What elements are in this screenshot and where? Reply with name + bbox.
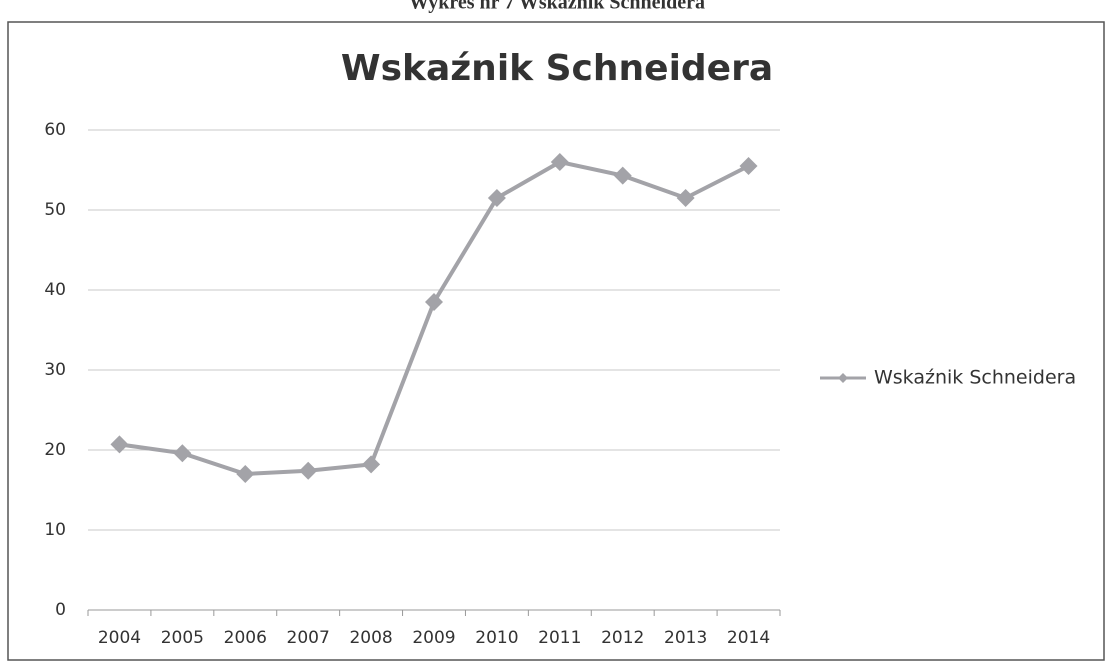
x-tick-label: 2011 bbox=[538, 628, 581, 648]
chart-title: Wskaźnik Schneidera bbox=[341, 48, 773, 89]
x-tick-label: 2010 bbox=[475, 628, 518, 648]
caption: Wykres nr 7 Wskaźnik Schneidera bbox=[409, 0, 705, 14]
data-point bbox=[110, 435, 129, 454]
legend-marker bbox=[838, 373, 848, 383]
data-point bbox=[173, 444, 192, 463]
data-point bbox=[362, 455, 381, 474]
legend-label: Wskaźnik Schneidera bbox=[874, 367, 1076, 389]
y-tick-label: 40 bbox=[44, 280, 66, 300]
data-point bbox=[487, 189, 506, 207]
y-tick-label: 20 bbox=[44, 440, 66, 460]
data-point bbox=[676, 189, 695, 207]
x-tick-label: 2005 bbox=[161, 628, 204, 648]
data-point bbox=[550, 153, 569, 171]
data-point bbox=[739, 157, 758, 175]
x-tick-label: 2004 bbox=[98, 628, 141, 648]
chart-frame bbox=[7, 21, 1105, 661]
y-tick-label: 60 bbox=[44, 120, 66, 140]
x-tick-label: 2012 bbox=[601, 628, 644, 648]
x-tick-label: 2007 bbox=[287, 628, 330, 648]
data-point bbox=[236, 465, 255, 483]
data-point bbox=[613, 166, 632, 185]
data-point bbox=[299, 461, 318, 480]
x-tick-label: 2008 bbox=[349, 628, 392, 648]
y-tick-label: 0 bbox=[55, 600, 66, 620]
data-point bbox=[425, 293, 443, 311]
x-tick-label: 2014 bbox=[727, 628, 770, 648]
x-tick-label: 2006 bbox=[224, 628, 267, 648]
y-tick-label: 30 bbox=[44, 360, 66, 380]
y-tick-label: 50 bbox=[44, 200, 66, 220]
y-tick-label: 10 bbox=[44, 520, 66, 540]
x-tick-label: 2013 bbox=[664, 628, 707, 648]
x-tick-label: 2009 bbox=[412, 628, 455, 648]
